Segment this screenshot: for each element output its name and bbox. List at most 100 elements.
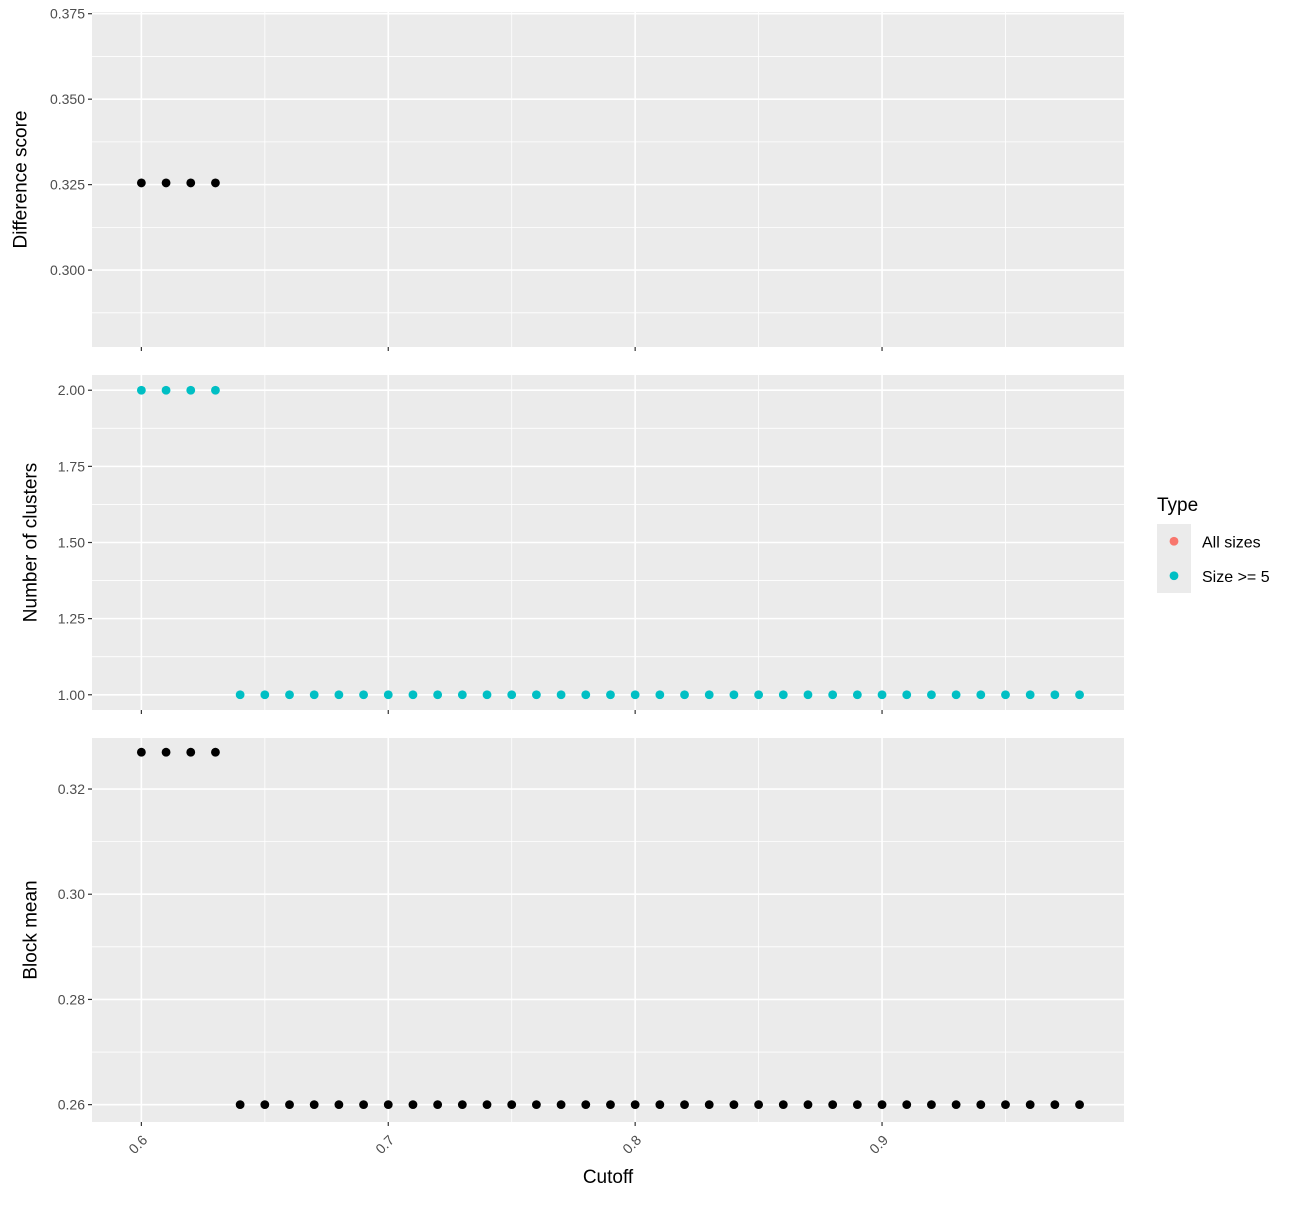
- data-point: [1050, 690, 1060, 700]
- data-point: [1001, 690, 1010, 700]
- data-point: [778, 1100, 788, 1110]
- data-point: [334, 690, 344, 700]
- data-point: [161, 178, 171, 188]
- y-axis-title: Block mean: [21, 880, 42, 979]
- data-point: [1075, 690, 1084, 700]
- data-point: [235, 1100, 245, 1110]
- data-point: [606, 690, 615, 700]
- data-point: [902, 1100, 912, 1110]
- data-point: [902, 690, 912, 700]
- data-point: [556, 1100, 566, 1110]
- data-point: [136, 178, 146, 188]
- data-point: [852, 1100, 862, 1110]
- data-point: [260, 1100, 270, 1110]
- data-point: [186, 385, 196, 395]
- data-point: [482, 690, 492, 700]
- legend-label: Size >= 5: [1202, 569, 1270, 586]
- data-point: [680, 690, 689, 700]
- x-axis-title: Cutoff: [583, 1167, 634, 1188]
- data-point: [927, 1100, 936, 1110]
- data-point: [951, 690, 961, 700]
- data-point: [186, 178, 196, 188]
- data-point: [680, 1100, 689, 1110]
- data-point: [235, 690, 245, 700]
- data-point: [976, 690, 986, 700]
- legend-key-marker: [1169, 571, 1179, 581]
- data-point: [260, 690, 270, 700]
- data-point: [655, 1100, 665, 1110]
- y-tick-label: 1.75: [58, 458, 85, 474]
- data-point: [828, 1100, 838, 1110]
- panel-2: 1.00 1.25 1.50 1.75 2.00 Number of clusters: [21, 375, 1124, 714]
- data-point: [704, 1100, 714, 1110]
- legend-title: Type: [1157, 495, 1198, 516]
- data-point: [211, 747, 220, 757]
- panel-3: 0.26 0.28 0.30 0.32 Block mean: [21, 738, 1124, 1126]
- data-point: [852, 690, 862, 700]
- data-point: [630, 690, 640, 700]
- data-point: [927, 690, 936, 700]
- data-point: [136, 385, 146, 395]
- data-point: [161, 385, 171, 395]
- data-point: [976, 1100, 986, 1110]
- data-point: [383, 690, 393, 700]
- data-point: [408, 690, 418, 700]
- data-point: [778, 690, 788, 700]
- y-tick-label: 1.25: [58, 611, 85, 627]
- data-point: [309, 690, 319, 700]
- y-tick-label: 0.350: [50, 91, 85, 107]
- y-tick-label: 1.00: [58, 687, 85, 703]
- data-point: [729, 690, 739, 700]
- legend-key-background: [1157, 524, 1191, 593]
- data-point: [606, 1100, 615, 1110]
- data-point: [803, 1100, 813, 1110]
- data-point: [161, 747, 171, 757]
- data-point: [457, 1100, 467, 1110]
- data-point: [309, 1100, 319, 1110]
- x-tick-label: 0.8: [619, 1132, 644, 1157]
- data-point: [803, 690, 813, 700]
- y-tick-label: 0.300: [50, 262, 85, 278]
- data-point: [186, 747, 196, 757]
- data-point: [630, 1100, 640, 1110]
- data-point: [1025, 690, 1035, 700]
- data-point: [285, 1100, 294, 1110]
- y-axis-title: Number of clusters: [21, 463, 42, 622]
- data-point: [136, 747, 146, 757]
- y-tick-label: 0.30: [58, 886, 85, 902]
- data-point: [334, 1100, 344, 1110]
- data-point: [482, 1100, 492, 1110]
- data-point: [877, 1100, 887, 1110]
- data-point: [532, 1100, 541, 1110]
- legend: Type All sizes Size >= 5: [1157, 495, 1270, 593]
- data-point: [433, 1100, 443, 1110]
- data-point: [828, 690, 838, 700]
- y-axis-title: Difference score: [11, 111, 32, 249]
- data-point: [211, 385, 220, 395]
- data-point: [877, 690, 887, 700]
- data-point: [1025, 1100, 1035, 1110]
- data-point: [1075, 1100, 1084, 1110]
- y-tick-label: 0.28: [58, 991, 85, 1007]
- data-point: [581, 690, 591, 700]
- y-tick-label: 1.50: [58, 535, 85, 551]
- x-tick-label: 0.9: [866, 1132, 891, 1157]
- data-point: [285, 690, 294, 700]
- data-point: [532, 690, 541, 700]
- legend-key-marker: [1169, 536, 1179, 546]
- data-point: [507, 690, 517, 700]
- x-tick-label: 0.6: [125, 1132, 150, 1157]
- x-tick-label: 0.7: [372, 1132, 397, 1157]
- y-tick-label: 0.26: [58, 1097, 85, 1113]
- data-point: [211, 178, 220, 188]
- data-point: [581, 1100, 591, 1110]
- y-tick-label: 0.325: [50, 177, 85, 193]
- panel-1: 0.300 0.325 0.350 0.375 Difference score: [11, 6, 1124, 351]
- data-point: [729, 1100, 739, 1110]
- data-point: [754, 1100, 764, 1110]
- data-point: [704, 690, 714, 700]
- panel-background: [92, 738, 1124, 1122]
- data-point: [655, 690, 665, 700]
